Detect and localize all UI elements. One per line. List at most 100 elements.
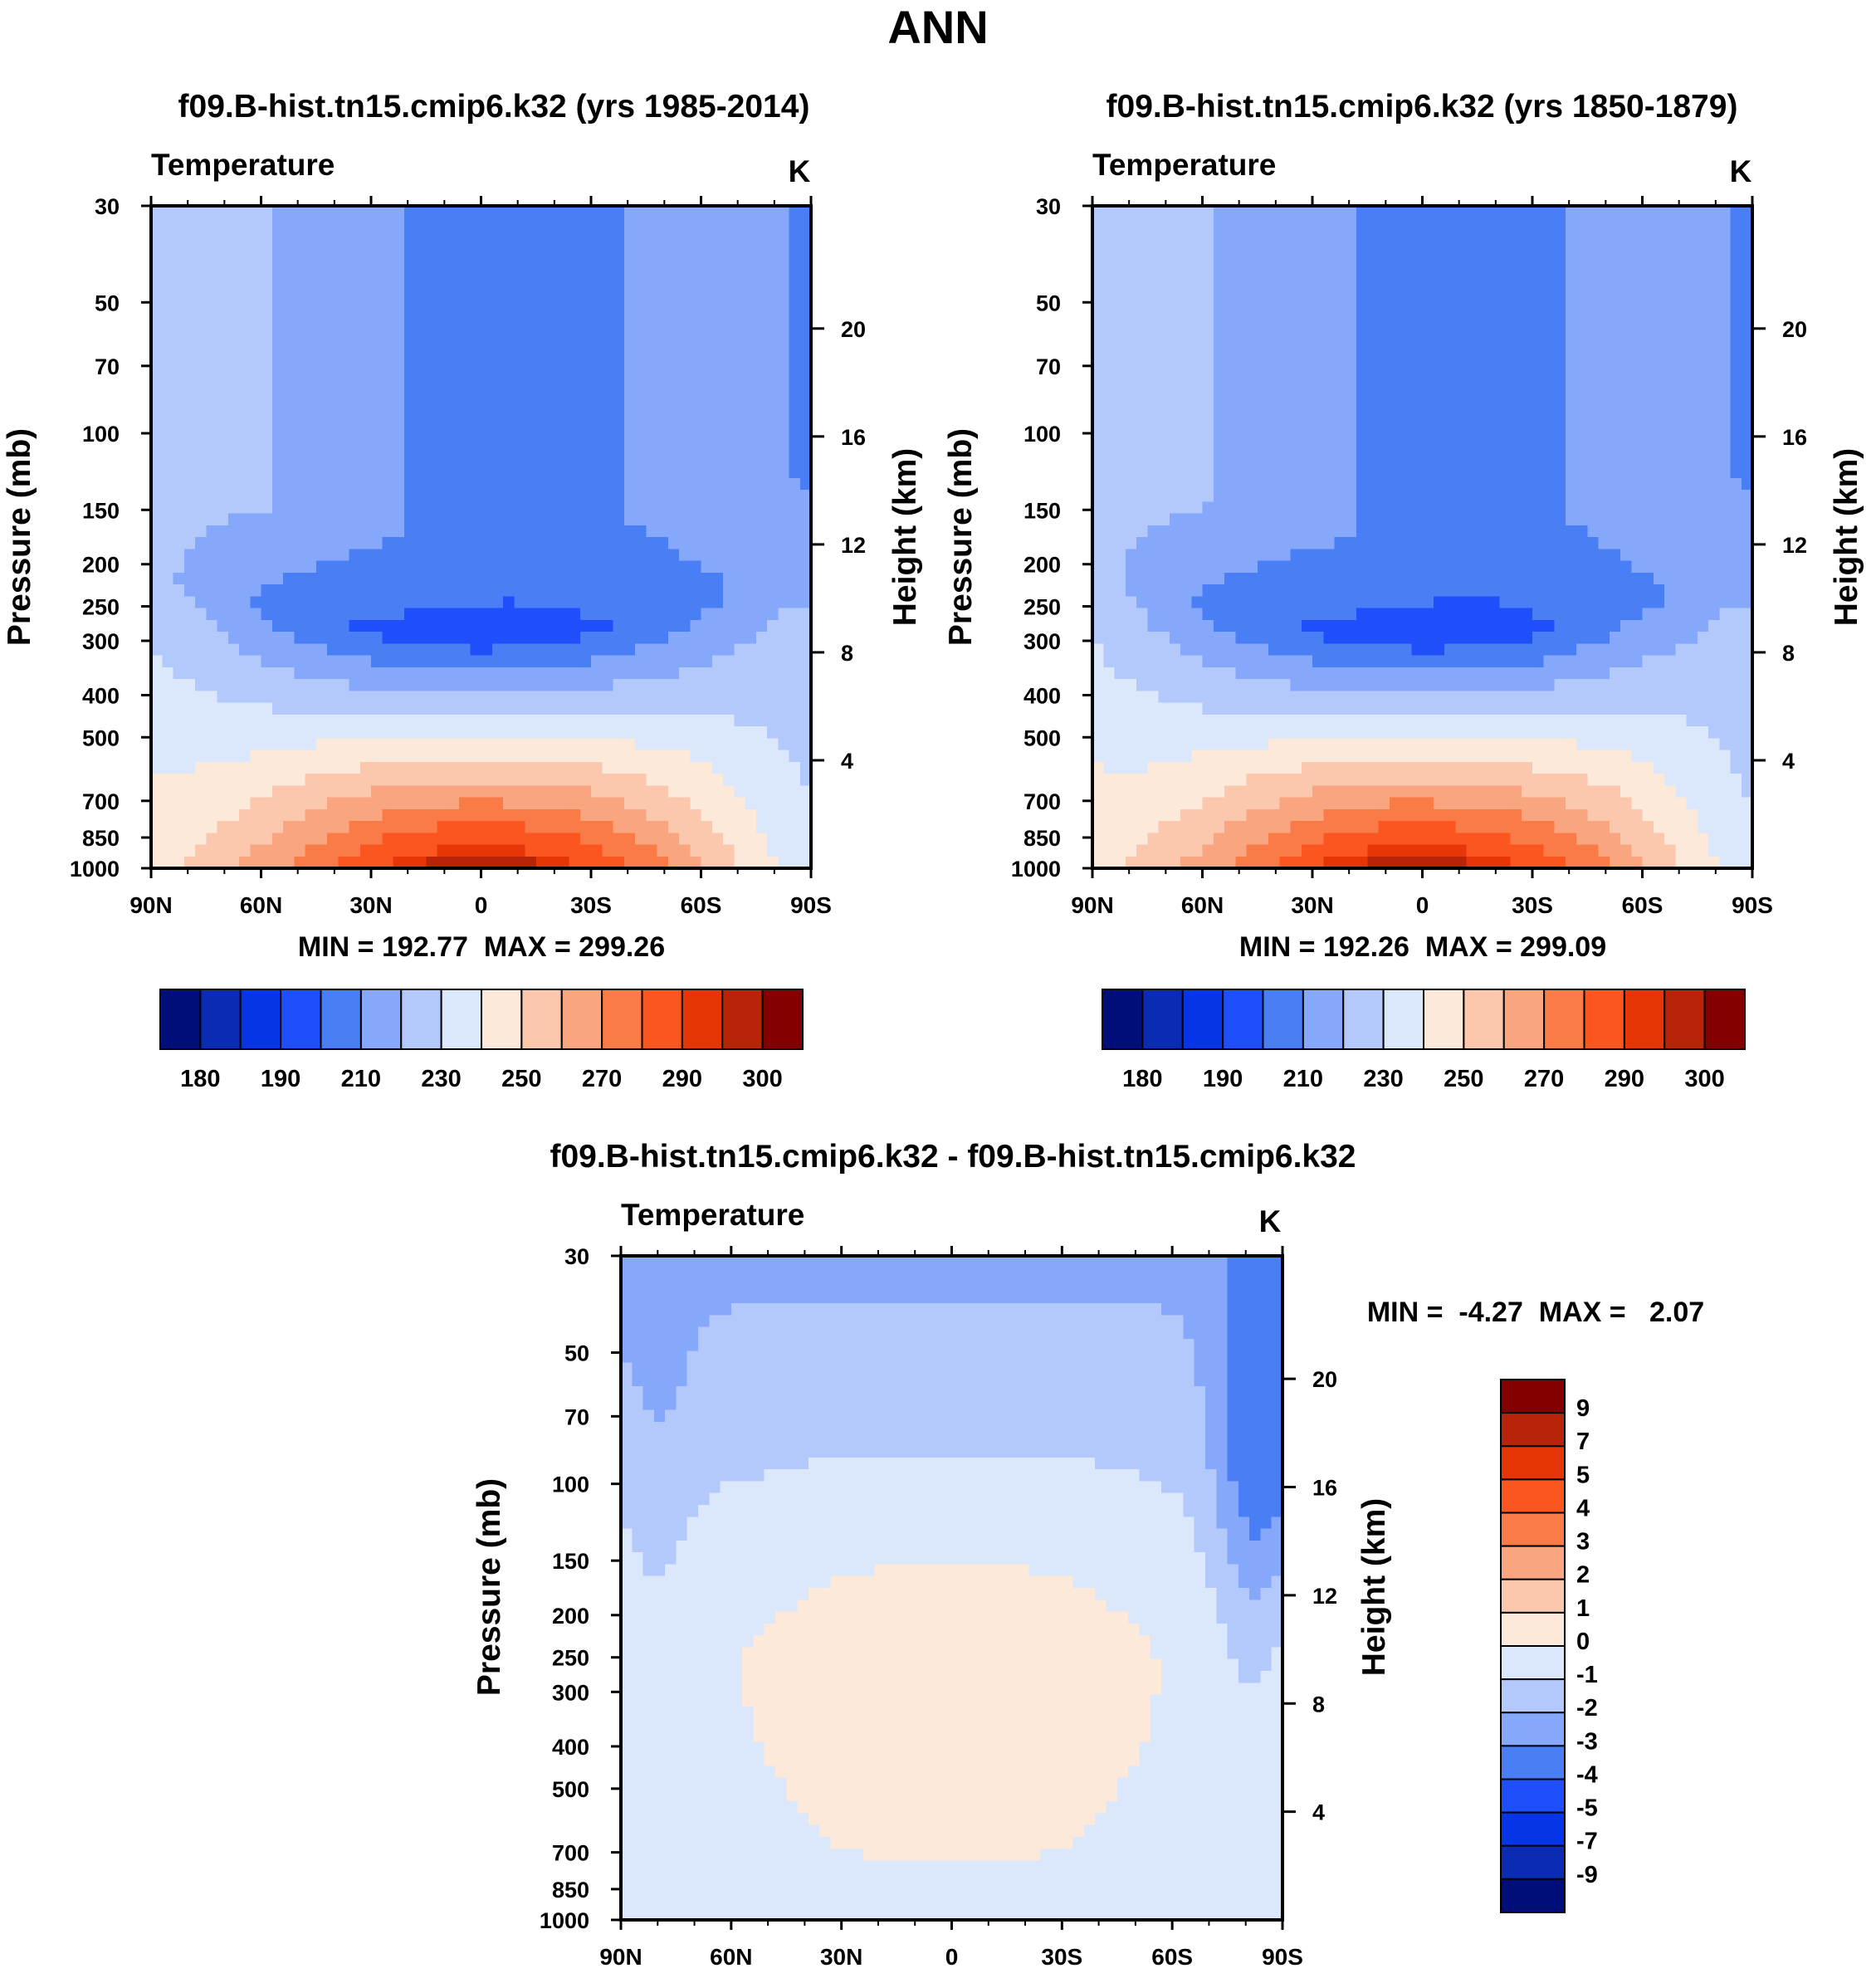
contour-band [1213, 466, 1357, 479]
contour-band [1139, 1469, 1217, 1482]
contour-band [403, 217, 625, 231]
contour-band [1092, 383, 1214, 396]
contour-band [1356, 383, 1566, 396]
contour-band [799, 761, 812, 774]
contour-band [621, 1315, 710, 1328]
contour-band [151, 584, 185, 597]
contour-band [151, 821, 218, 833]
contour-band [623, 466, 790, 479]
contour-band [723, 596, 812, 609]
contour-band [1213, 288, 1357, 301]
contour-band [697, 1339, 1195, 1351]
contour-band [1194, 1339, 1229, 1351]
contour-band [1213, 300, 1357, 313]
contour-band [789, 359, 812, 373]
contour-band [1158, 691, 1753, 704]
contour-band [382, 537, 669, 549]
contour-band [1183, 1315, 1229, 1328]
contour-band [1227, 1552, 1283, 1565]
contour-band [294, 667, 680, 680]
contour-band [183, 549, 350, 562]
contour-band [271, 276, 405, 290]
contour-band [1227, 1279, 1283, 1292]
contour-band [1216, 1492, 1239, 1506]
x-tick-label: 0 [1416, 892, 1429, 918]
contour-band [271, 206, 405, 218]
contour-band [151, 241, 273, 254]
colorbar-box [1500, 1412, 1566, 1448]
contour-band [1213, 383, 1357, 396]
contour-band [1202, 584, 1665, 597]
y-tick-label: 70 [95, 354, 120, 379]
contour-band [1367, 844, 1468, 857]
contour-band [1565, 418, 1732, 432]
contour-band [1216, 1505, 1239, 1517]
contour-band [239, 856, 295, 869]
contour-band [1235, 856, 1280, 869]
y2-tick-label: 16 [1782, 425, 1807, 450]
contour-band [623, 288, 790, 301]
contour-band [621, 1481, 721, 1494]
contour-band [1631, 750, 1732, 763]
colorbar-box [1703, 989, 1746, 1050]
y-tick-label: 150 [82, 498, 120, 523]
colorbar-label: 2 [1576, 1562, 1590, 1589]
contour-band [1246, 808, 1324, 822]
contour-band [1466, 856, 1512, 869]
colorbar-label: 9 [1576, 1395, 1590, 1422]
contour-band [789, 312, 812, 325]
contour-band [437, 844, 526, 857]
contour-band [1565, 501, 1753, 515]
y2-tick-label: 12 [1782, 533, 1807, 558]
contour-band [195, 761, 361, 774]
contour-band [1642, 856, 1676, 869]
contour-band [1565, 217, 1732, 231]
contour-band [1301, 761, 1533, 774]
contour-band [623, 407, 790, 420]
contour-band [621, 1564, 644, 1577]
x-tick-label: 90N [1071, 892, 1113, 918]
contour-band [1565, 359, 1732, 373]
contour-band [789, 288, 812, 301]
contour-band [1455, 821, 1556, 833]
contour-fill [151, 206, 812, 869]
y2-tick-label: 20 [1312, 1367, 1337, 1392]
contour-band [403, 466, 625, 479]
contour-band [514, 596, 724, 609]
contour-band [1356, 466, 1566, 479]
contour-band [1103, 655, 1204, 668]
contour-band [1730, 265, 1753, 278]
contour-band [403, 525, 647, 538]
contour-band [1664, 833, 1709, 846]
contour-band [690, 797, 746, 810]
contour-band [403, 442, 625, 455]
contour-band [569, 856, 625, 869]
contour-band [1216, 1588, 1250, 1600]
contour-band [403, 276, 625, 290]
contour-band [1356, 324, 1566, 337]
y-tick-label: 500 [82, 725, 120, 750]
contour-band [789, 371, 812, 384]
contour-band [151, 808, 240, 822]
contour-band [349, 679, 614, 691]
contour-band [1543, 844, 1600, 857]
contour-band [1323, 856, 1368, 869]
contour-band [151, 702, 273, 715]
contour-band [1587, 525, 1753, 538]
contour-band [393, 856, 427, 869]
contour-band [1106, 1801, 1283, 1814]
contour-band [183, 856, 240, 869]
contour-band [1139, 1741, 1283, 1755]
contour-band [1227, 1303, 1283, 1316]
contour-band [250, 797, 328, 810]
contour-band [1356, 490, 1566, 502]
contour-band [1730, 418, 1753, 432]
contour-fill [621, 1256, 1283, 1921]
y-tick-label: 200 [552, 1604, 589, 1629]
contour-band [621, 1706, 754, 1719]
contour-band [1227, 1422, 1283, 1434]
contour-band [1620, 785, 1676, 799]
contour-band [1532, 761, 1654, 774]
contour-band [195, 537, 383, 549]
contour-band [642, 1552, 677, 1565]
